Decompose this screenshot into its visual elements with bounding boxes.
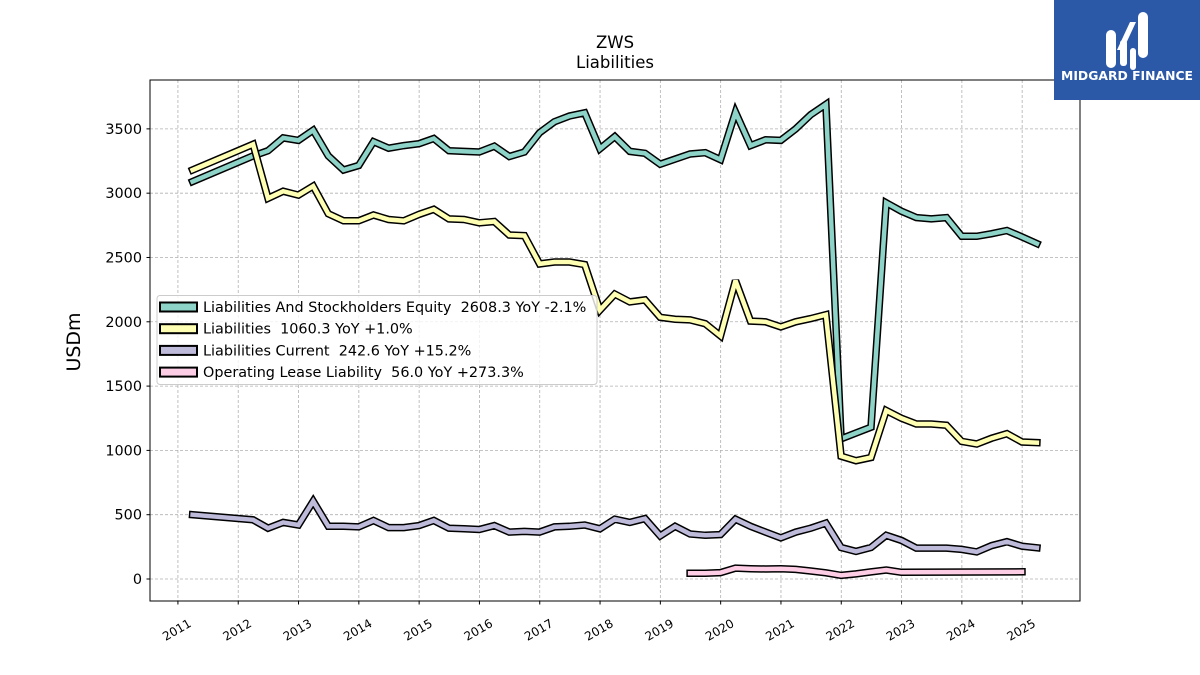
y-tick-label: 500 bbox=[115, 508, 142, 524]
legend-swatch bbox=[159, 301, 198, 313]
legend-latest-value: 242.6 bbox=[339, 343, 380, 359]
legend-swatch bbox=[159, 366, 198, 378]
series-liabilities-current bbox=[188, 494, 1042, 556]
x-tick-label: 2018 bbox=[582, 616, 615, 643]
legend-yoy-change: YoY +15.2% bbox=[384, 343, 472, 359]
x-tick-label: 2014 bbox=[341, 616, 374, 643]
legend-rows: Liabilities And Stockholders Equity 2608… bbox=[159, 300, 586, 381]
legend-yoy-change: YoY -2.1% bbox=[515, 300, 587, 316]
legend-item-liabilities: Liabilities 1060.3 YoY +1.0% bbox=[159, 322, 413, 338]
series-layer bbox=[187, 97, 1042, 580]
legend-series-name: Liabilities bbox=[203, 322, 271, 338]
midgard-logo-icon: MIDGARD FINANCE bbox=[1061, 12, 1193, 83]
legend-yoy-change: YoY +1.0% bbox=[334, 322, 413, 338]
brand-logo: MIDGARD FINANCE bbox=[1054, 0, 1200, 100]
x-tick-label: 2012 bbox=[220, 616, 253, 643]
y-tick-label: 2500 bbox=[105, 250, 142, 266]
x-axis-ticks: 2011 2012 2013 2014 2015 2016 2017 2018 2019 2020… bbox=[160, 601, 1038, 644]
x-tick-label: 2021 bbox=[763, 616, 796, 643]
y-axis-ticks: 0 500 1000 1500 2000 2500 3000 3500 bbox=[105, 122, 150, 588]
legend-label: Liabilities Current 242.6 YoY +15.2% bbox=[203, 343, 471, 359]
brand-logo-text: MIDGARD FINANCE bbox=[1061, 69, 1193, 83]
legend-label: Liabilities 1060.3 YoY +1.0% bbox=[203, 322, 413, 338]
legend-latest-value: 56.0 bbox=[391, 365, 423, 381]
legend-item-operating-lease-liability: Operating Lease Liability 56.0 YoY +273.… bbox=[159, 365, 524, 381]
series-line-operating-lease-liability bbox=[687, 565, 1025, 578]
axes-frame bbox=[149, 79, 1081, 602]
x-tick-label: 2019 bbox=[643, 616, 676, 643]
legend: Liabilities And Stockholders Equity 2608… bbox=[156, 295, 598, 385]
x-tick-label: 2015 bbox=[401, 616, 434, 643]
legend-item-liabilities-and-stockholders-equity: Liabilities And Stockholders Equity 2608… bbox=[159, 300, 586, 316]
series-line-liabilities bbox=[189, 141, 1040, 464]
legend-series-name: Operating Lease Liability bbox=[203, 365, 382, 381]
x-tick-label: 2011 bbox=[160, 616, 193, 643]
legend-series-name: Liabilities Current bbox=[203, 343, 330, 359]
legend-yoy-change: YoY +273.3% bbox=[427, 365, 524, 381]
x-tick-label: 2025 bbox=[1004, 616, 1037, 643]
series-operating-lease-liability bbox=[686, 564, 1026, 580]
legend-latest-value: 1060.3 bbox=[280, 322, 330, 338]
legend-label: Liabilities And Stockholders Equity 2608… bbox=[203, 300, 586, 316]
legend-swatch bbox=[159, 323, 198, 335]
series-liabilities bbox=[187, 139, 1041, 465]
series-line-liabilities-and-stockholders-equity bbox=[189, 100, 1040, 443]
x-tick-label: 2016 bbox=[462, 616, 495, 643]
legend-item-liabilities-current: Liabilities Current 242.6 YoY +15.2% bbox=[159, 343, 471, 359]
x-tick-label: 2022 bbox=[824, 616, 857, 643]
x-tick-label: 2017 bbox=[522, 616, 555, 643]
y-tick-label: 1000 bbox=[105, 443, 142, 459]
series-line-liabilities-current bbox=[190, 496, 1040, 555]
x-tick-label: 2023 bbox=[884, 616, 917, 643]
y-axis-label: USDm bbox=[63, 312, 85, 371]
x-tick-label: 2020 bbox=[703, 616, 736, 643]
legend-box bbox=[156, 295, 598, 385]
legend-label: Operating Lease Liability 56.0 YoY +273.… bbox=[203, 365, 524, 381]
legend-latest-value: 2608.3 bbox=[461, 300, 511, 316]
y-tick-label: 3000 bbox=[105, 186, 142, 202]
legend-swatch bbox=[159, 344, 198, 356]
x-tick-label: 2013 bbox=[281, 616, 314, 643]
x-tick-label: 2024 bbox=[944, 616, 977, 643]
chart-subtitle: Liabilities bbox=[576, 53, 654, 72]
y-tick-label: 1500 bbox=[105, 379, 142, 395]
y-tick-label: 0 bbox=[133, 572, 142, 588]
y-tick-label: 3500 bbox=[105, 122, 142, 138]
series-liabilities-and-stockholders-equity bbox=[187, 97, 1042, 445]
chart-title: ZWS bbox=[596, 33, 634, 52]
y-tick-label: 2000 bbox=[105, 315, 142, 331]
legend-series-name: Liabilities And Stockholders Equity bbox=[203, 300, 452, 316]
